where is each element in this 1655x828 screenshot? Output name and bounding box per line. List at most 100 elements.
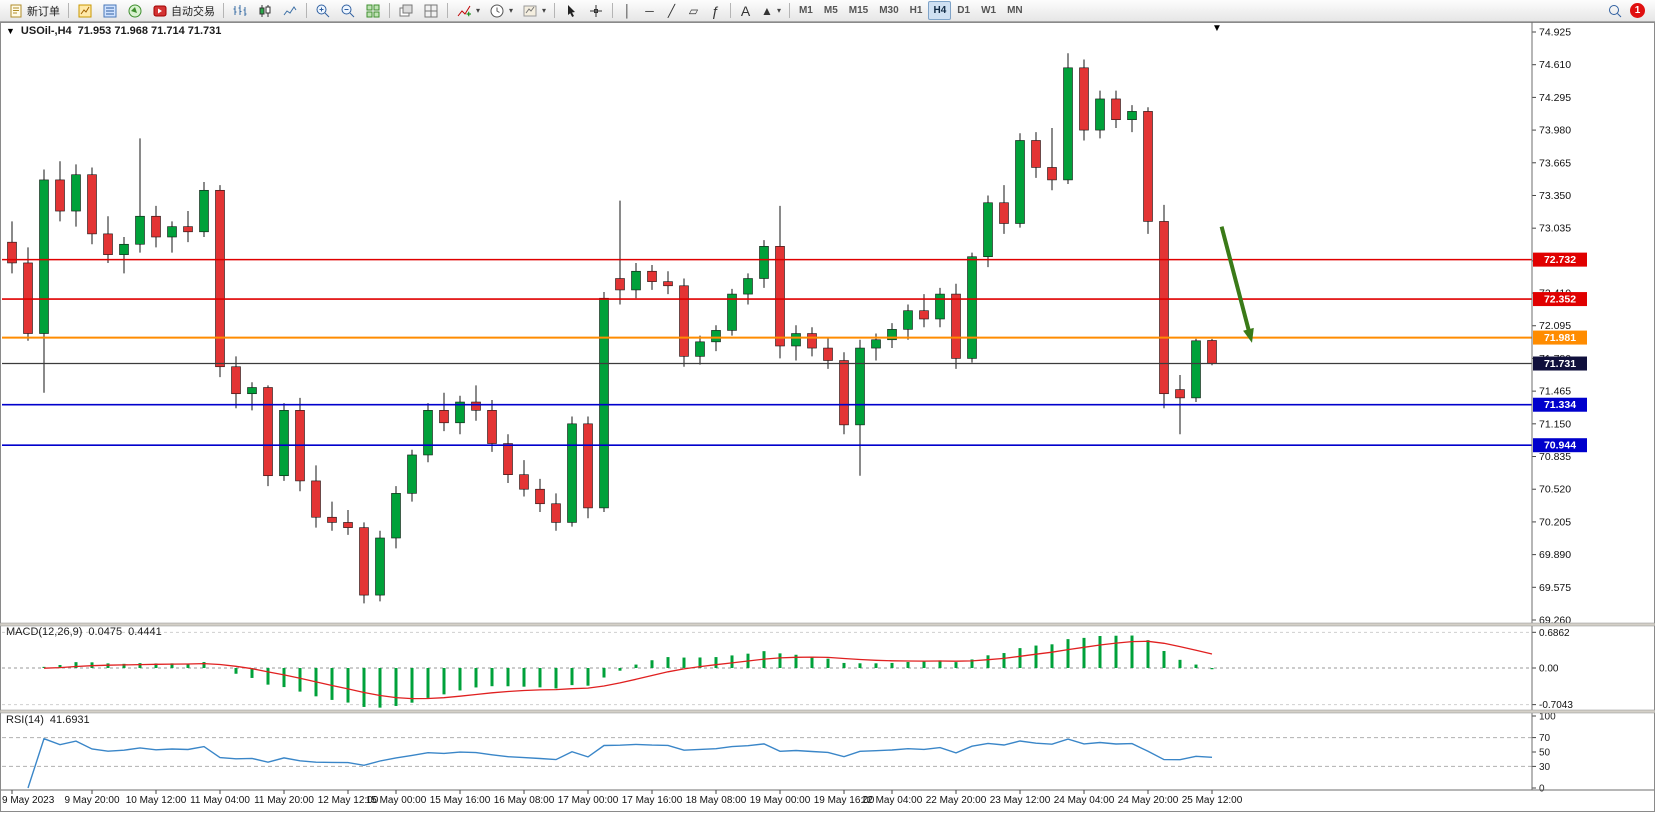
price-axis[interactable]: 74.925 74.610 74.295 73.980 73.665 73.350 73.0…	[1532, 27, 1587, 627]
autotrading-button[interactable]: 自动交易	[148, 1, 219, 20]
timeframe-h4-button[interactable]: H4	[928, 1, 952, 20]
periods-button[interactable]: ▾	[485, 1, 517, 20]
candle	[455, 395, 465, 435]
rsi-pane[interactable]: 100 70 50 30 0	[2, 712, 1556, 795]
svg-text:0.00: 0.00	[1539, 664, 1559, 675]
timeframe-d1-button[interactable]: D1	[957, 5, 971, 16]
autotrading-label: 自动交易	[171, 5, 215, 18]
arrange-windows-icon	[424, 4, 438, 17]
cascade-windows-button[interactable]	[394, 1, 418, 20]
annotation-arrow[interactable]	[1219, 226, 1254, 343]
timeframe-m30-button[interactable]: M30	[879, 5, 899, 16]
svg-text:70: 70	[1539, 733, 1551, 744]
text-tool-button[interactable]: A	[735, 1, 756, 20]
timeframe-h1-button[interactable]: H1	[909, 5, 923, 16]
svg-text:30: 30	[1539, 762, 1551, 773]
line-chart-button[interactable]	[278, 1, 302, 20]
macd-pane[interactable]: 0.6862 0.00 -0.7043	[2, 628, 1573, 711]
candle	[1191, 338, 1201, 403]
candle	[1143, 107, 1153, 234]
candlestick-chart-button[interactable]	[253, 1, 277, 20]
candle	[967, 252, 977, 363]
candle	[695, 335, 705, 365]
candle	[359, 522, 369, 604]
indicators-button[interactable]: ▾	[452, 1, 484, 20]
dropdown-arrow-icon[interactable]: ▾	[776, 6, 781, 15]
crosshair-button[interactable]	[584, 1, 608, 20]
navigator-icon	[128, 4, 142, 17]
candle	[167, 221, 177, 253]
candle	[23, 247, 33, 341]
trendline-tool-button[interactable]: ╱	[661, 1, 682, 20]
candle	[903, 304, 913, 340]
candle	[1063, 53, 1073, 185]
svg-text:12 May 12:00: 12 May 12:00	[318, 795, 379, 806]
zoom-in-button[interactable]	[311, 1, 335, 20]
timeframe-m15-button[interactable]: M15	[848, 5, 869, 16]
shapes-tool-button[interactable]: ▲ ▾	[757, 1, 785, 20]
timeframe-w1-button[interactable]: W1	[981, 5, 997, 16]
toolbar-separator	[68, 3, 69, 18]
fibonacci-icon: ƒ	[711, 2, 720, 19]
tile-windows-button[interactable]	[361, 1, 385, 20]
candle	[855, 339, 865, 476]
svg-text:72.095: 72.095	[1539, 320, 1571, 332]
dropdown-arrow-icon[interactable]: ▾	[542, 6, 547, 15]
candle	[775, 205, 785, 359]
candle	[679, 278, 689, 367]
new-order-label: 新订单	[27, 5, 60, 18]
svg-text:69.890: 69.890	[1539, 549, 1571, 561]
market-watch-button[interactable]	[98, 1, 122, 20]
market-watch-icon	[103, 4, 117, 17]
toolbar-separator	[730, 3, 732, 18]
svg-text:72.352: 72.352	[1544, 294, 1576, 306]
candle	[55, 161, 65, 222]
notification-badge[interactable]: 1	[1630, 3, 1645, 18]
one-click-trading-toggle[interactable]: ▼	[6, 26, 15, 36]
new-order-button[interactable]: 新订单	[4, 1, 64, 20]
horizontal-line-tool-button[interactable]: ─	[639, 1, 660, 20]
fibonacci-tool-button[interactable]: ƒ	[705, 1, 726, 20]
cursor-button[interactable]	[559, 1, 583, 20]
svg-text:10 May 12:00: 10 May 12:00	[126, 795, 187, 806]
indicators-icon	[457, 5, 471, 16]
dropdown-arrow-icon[interactable]: ▾	[476, 6, 481, 15]
timeframe-m1-button[interactable]: M1	[798, 5, 813, 16]
candle	[1159, 204, 1169, 409]
navigator-button[interactable]	[123, 1, 147, 20]
candle	[999, 185, 1009, 234]
arrange-windows-button[interactable]	[419, 1, 443, 20]
time-axis[interactable]: 9 May 2023 9 May 20:00 10 May 12:00 11 May …	[0, 789, 1655, 806]
svg-text:69.575: 69.575	[1539, 582, 1571, 594]
pane-separator[interactable]	[0, 709, 1655, 714]
svg-text:73.980: 73.980	[1539, 125, 1571, 137]
candlestick-icon	[259, 4, 271, 17]
channel-tool-button[interactable]: ▱	[683, 1, 704, 20]
candle	[439, 392, 449, 432]
svg-text:22 May 20:00: 22 May 20:00	[926, 795, 987, 806]
pane-separator[interactable]	[0, 622, 1655, 627]
crosshair-icon	[590, 4, 603, 17]
templates-button[interactable]: ▾	[518, 1, 550, 20]
timeframe-m5-button[interactable]: M5	[823, 5, 838, 16]
candle	[87, 167, 97, 245]
template-icon	[523, 5, 537, 16]
bar-chart-button[interactable]	[228, 1, 252, 20]
candle	[887, 323, 897, 349]
search-button[interactable]	[1603, 1, 1627, 20]
new-chart-button[interactable]	[73, 1, 97, 20]
svg-text:15 May 16:00: 15 May 16:00	[430, 795, 491, 806]
svg-text:73.035: 73.035	[1539, 223, 1571, 235]
candle	[135, 138, 145, 253]
candle	[1127, 105, 1137, 133]
vertical-line-tool-button[interactable]: │	[617, 1, 638, 20]
zoom-out-button[interactable]	[336, 1, 360, 20]
candle	[823, 337, 833, 369]
text-tool-icon: A	[740, 2, 751, 19]
svg-text:70.944: 70.944	[1544, 440, 1576, 452]
candle	[279, 403, 289, 481]
dropdown-arrow-icon[interactable]: ▾	[509, 6, 514, 15]
timeframe-mn-button[interactable]: MN	[1007, 5, 1023, 16]
main-chart-pane[interactable]	[2, 53, 1532, 604]
